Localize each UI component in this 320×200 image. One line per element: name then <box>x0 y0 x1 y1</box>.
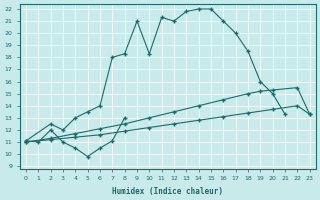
X-axis label: Humidex (Indice chaleur): Humidex (Indice chaleur) <box>112 187 223 196</box>
